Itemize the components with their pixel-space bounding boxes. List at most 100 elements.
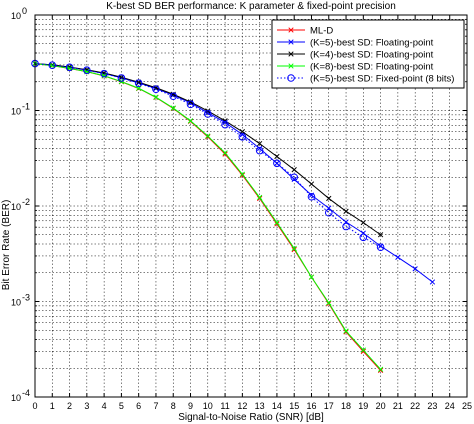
x-tick-label: 19 xyxy=(358,401,368,411)
data-point xyxy=(134,79,143,88)
legend-marker xyxy=(288,39,294,45)
x-tick-label: 15 xyxy=(289,401,299,411)
data-point xyxy=(239,171,246,177)
data-point xyxy=(291,245,297,252)
legend-marker xyxy=(288,51,294,57)
data-point xyxy=(238,133,247,141)
data-point xyxy=(169,92,178,101)
y-tick-label: 10 xyxy=(11,107,21,117)
x-tick-label: 21 xyxy=(393,401,403,411)
series-4 xyxy=(32,60,384,372)
data-point xyxy=(291,176,297,183)
data-point xyxy=(360,219,366,226)
data-point xyxy=(343,208,349,214)
series-5 xyxy=(31,59,385,252)
data-point xyxy=(377,367,384,374)
data-point xyxy=(308,181,315,187)
x-tick-label: 14 xyxy=(272,401,282,411)
x-tick-label: 20 xyxy=(376,401,386,411)
x-tick-label: 17 xyxy=(324,401,334,411)
x-tick-label: 10 xyxy=(203,401,213,411)
data-point xyxy=(274,219,280,226)
ticks: 0 1 2 3 4 5 6 7 8 9 10 11 12 13 14 15 16 17 18 19 20 21 22 23 24… xyxy=(11,6,472,411)
data-point xyxy=(256,194,263,201)
y-tick-label: 10 xyxy=(11,202,21,212)
data-point xyxy=(187,99,194,105)
legend-label: (K=5)-best SD: Floating-point xyxy=(310,38,434,49)
data-point xyxy=(308,274,315,280)
data-point xyxy=(359,233,368,242)
data-point xyxy=(204,110,212,118)
x-tick-label: 22 xyxy=(410,401,420,411)
x-tick-label: 9 xyxy=(188,401,193,411)
data-point xyxy=(377,366,384,372)
legend: ML-D(K=5)-best SD: Floating-point(K=4)-b… xyxy=(271,19,465,89)
x-tick-label: 16 xyxy=(306,401,316,411)
data-point xyxy=(256,145,263,152)
data-point xyxy=(342,222,350,231)
data-point xyxy=(100,69,108,78)
data-point xyxy=(222,151,228,157)
x-tick-label: 1 xyxy=(50,401,55,411)
x-axis-label: Signal-to-Noise Ratio (SNR) [dB] xyxy=(178,412,324,423)
x-tick-label: 11 xyxy=(220,401,229,411)
x-tick-label: 3 xyxy=(84,401,89,411)
series-1 xyxy=(32,60,384,374)
data-point xyxy=(324,208,333,217)
data-point xyxy=(65,63,74,72)
data-point xyxy=(360,347,366,353)
data-point xyxy=(187,118,194,124)
x-tick-label: 0 xyxy=(32,401,37,411)
data-point xyxy=(221,120,229,129)
data-point xyxy=(49,62,55,69)
x-tick-label: 18 xyxy=(341,401,351,411)
data-point xyxy=(205,133,211,139)
data-point xyxy=(412,266,418,272)
data-point xyxy=(326,195,332,202)
data-point xyxy=(429,279,436,285)
data-point xyxy=(101,73,107,79)
x-tick-label: 5 xyxy=(119,401,124,411)
data-point xyxy=(256,140,263,147)
data-point xyxy=(255,146,264,155)
x-tick-label: 12 xyxy=(237,401,247,411)
y-tick-label: 10 xyxy=(11,298,21,308)
legend-marker xyxy=(288,27,294,33)
x-tick-label: 13 xyxy=(255,401,265,411)
x-tick-label: 2 xyxy=(67,401,72,411)
legend-label: (K=8)-best SD: Floating-point xyxy=(310,62,434,73)
data-point xyxy=(343,328,349,334)
y-tick-exponent: -3 xyxy=(22,293,30,303)
x-tick-label: 6 xyxy=(136,401,141,411)
data-point xyxy=(186,100,195,109)
chart-title: K-best SD BER performance: K parameter &… xyxy=(106,1,396,12)
y-tick-exponent: 0 xyxy=(22,6,27,16)
x-tick-label: 7 xyxy=(153,401,158,411)
y-tick-exponent: -2 xyxy=(22,197,30,207)
data-point xyxy=(153,94,159,100)
data-point xyxy=(290,173,299,182)
legend-label: (K=4)-best SD: Floating-point xyxy=(310,50,434,61)
series-layer xyxy=(31,59,436,374)
data-point xyxy=(377,232,384,238)
data-point xyxy=(152,85,160,94)
data-point xyxy=(83,66,91,75)
data-point xyxy=(48,61,57,70)
data-point xyxy=(395,254,401,260)
legend-label: ML-D xyxy=(310,26,333,37)
x-tick-label: 4 xyxy=(102,401,107,411)
legend-marker xyxy=(288,63,294,69)
x-tick-label: 25 xyxy=(462,401,472,411)
data-point xyxy=(118,74,125,80)
data-point xyxy=(376,243,385,252)
x-tick-label: 24 xyxy=(445,401,455,411)
y-tick-exponent: -1 xyxy=(22,102,30,112)
data-point xyxy=(274,153,280,160)
y-tick-label: 10 xyxy=(11,11,21,21)
y-tick-label: 10 xyxy=(11,393,21,403)
x-tick-label: 8 xyxy=(171,401,176,411)
series-2 xyxy=(32,60,436,285)
data-point xyxy=(291,167,297,173)
legend-label: (K=5)-best SD: Fixed-point (8 bits) xyxy=(310,74,454,85)
